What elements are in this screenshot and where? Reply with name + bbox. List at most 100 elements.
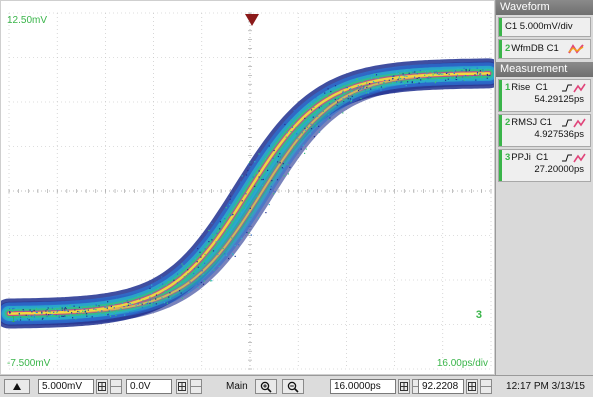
jitter-dot [258, 153, 260, 155]
jitter-dot [362, 81, 364, 83]
jitter-dot [439, 73, 441, 75]
vertical-scale-field[interactable]: 5.000mV [38, 379, 94, 394]
jitter-dot [465, 68, 467, 71]
keypad-icon [178, 382, 186, 391]
jitter-dot [35, 311, 37, 313]
jitter-dot [208, 241, 210, 243]
zoom-in-button[interactable] [255, 379, 277, 394]
jitter-dot [342, 98, 344, 100]
jitter-dot [211, 222, 213, 224]
jitter-dot [415, 72, 417, 74]
jitter-dot [123, 306, 125, 308]
jitter-dot [403, 77, 405, 80]
jitter-dot [161, 297, 163, 299]
jitter-dot [265, 212, 267, 214]
jitter-dot [245, 174, 248, 176]
jitter-dot [106, 305, 109, 307]
jitter-dot [114, 310, 116, 312]
waveform-display[interactable]: 12.50mV -7.500mV 16.00ps/div 3 1 [0, 0, 495, 375]
jitter-dot [70, 316, 72, 318]
jitter-dot [173, 293, 175, 296]
waveform-item-wfmdb[interactable]: 2WfmDB C1 [498, 39, 591, 59]
jitter-dot [64, 310, 66, 312]
jitter-dot [326, 95, 329, 98]
jitter-dot [249, 213, 251, 215]
jitter-dot [226, 254, 228, 256]
jitter-dot [41, 312, 43, 314]
jitter-dot [231, 227, 233, 229]
jitter-dot [465, 70, 467, 72]
vertical-offset-field[interactable]: 0.0V [126, 379, 172, 394]
jitter-dot [51, 307, 53, 309]
jitter-dot [64, 315, 66, 317]
jitter-dot [211, 280, 213, 282]
zoom-out-button[interactable] [282, 379, 304, 394]
jitter-dot [42, 317, 44, 319]
jitter-dot [41, 318, 43, 320]
jitter-dot [181, 297, 183, 299]
jitter-dot [270, 188, 272, 190]
jitter-dot [404, 75, 406, 77]
jitter-dot [370, 88, 372, 90]
jitter-dot [442, 73, 444, 75]
jitter-dot [484, 75, 486, 77]
jitter-dot [400, 78, 402, 80]
scale-keypad-button[interactable] [96, 379, 108, 394]
timebase-field[interactable]: 16.0000ps [330, 379, 396, 394]
waveform-item-c1[interactable]: C1 5.000mV/div [498, 17, 591, 37]
measurement-item-rmsj[interactable]: 2RMSJ C1 4.927536ps [498, 114, 591, 147]
jitter-dot [115, 297, 118, 299]
jitter-dot [64, 307, 66, 309]
jitter-dot [428, 75, 430, 78]
jitter-dot [155, 303, 157, 305]
jitter-dot [351, 99, 353, 101]
trigger-position-marker[interactable] [245, 14, 259, 26]
jitter-dot [48, 314, 50, 316]
jitter-dot [86, 315, 88, 317]
measurement-item-rise[interactable]: 1Rise C1 54.29125ps [498, 79, 591, 112]
jitter-dot [97, 311, 99, 313]
jitter-dot [296, 133, 298, 135]
jitter-dot [313, 136, 315, 138]
jitter-dot [411, 81, 413, 83]
jitter-dot [87, 309, 89, 311]
jitter-dot [372, 80, 375, 83]
jitter-dot [479, 70, 481, 72]
offset-spinner[interactable] [190, 379, 202, 394]
jitter-dot [226, 228, 228, 230]
position-keypad-button[interactable] [466, 379, 478, 394]
jitter-dot [229, 195, 232, 197]
jitter-dot [67, 305, 70, 307]
jitter-dot [481, 78, 483, 80]
jitter-dot [311, 102, 313, 104]
offset-keypad-button[interactable] [176, 379, 188, 394]
jitter-dot [412, 81, 415, 84]
measurement-item-ppji[interactable]: 3PPJi C1 27.20000ps [498, 149, 591, 182]
position-spinner[interactable] [480, 379, 492, 394]
jitter-dot [369, 83, 371, 85]
ground-reference-marker: 1 [11, 315, 16, 324]
position-field[interactable]: 92.2208 [418, 379, 464, 394]
jitter-dot [366, 82, 368, 84]
jitter-dot [343, 102, 345, 104]
jitter-dot [126, 305, 128, 307]
jitter-dot [173, 279, 175, 281]
jitter-dot [164, 290, 166, 292]
jitter-dot [363, 87, 365, 89]
jitter-dot [392, 82, 394, 84]
clock: 12:17 PM 3/13/15 [506, 381, 585, 392]
scale-spinner[interactable] [110, 379, 122, 394]
jitter-dot [31, 319, 34, 321]
timebase-keypad-button[interactable] [398, 379, 410, 394]
jitter-dot [211, 239, 213, 241]
jitter-dot [366, 86, 368, 88]
jitter-dot [32, 315, 34, 317]
jitter-dot [120, 308, 122, 310]
jitter-dot [77, 310, 79, 313]
up-arrow-button[interactable] [4, 379, 30, 394]
jitter-dot [140, 302, 142, 304]
jitter-dot [205, 237, 207, 239]
jitter-dot [407, 81, 409, 83]
jitter-dot [279, 153, 281, 155]
measurement-edge-icon [562, 153, 586, 163]
